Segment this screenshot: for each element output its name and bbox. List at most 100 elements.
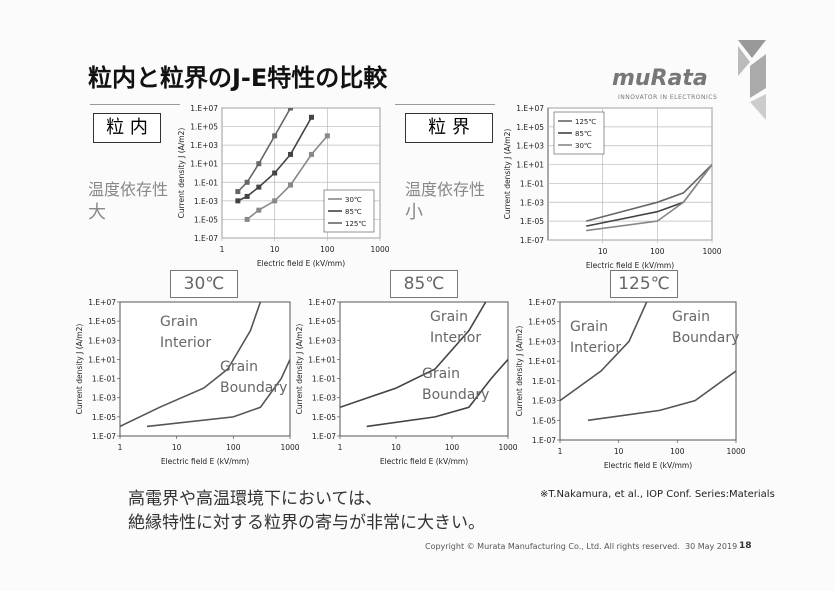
y-tick-label: 1.E-03	[520, 198, 544, 207]
chart-title: 85℃	[390, 270, 458, 298]
series-line	[587, 370, 736, 422]
y-tick-label: 1.E+01	[528, 357, 556, 366]
series-line	[120, 302, 262, 428]
marker	[256, 161, 262, 167]
y-tick-label: 1.E-07	[312, 432, 336, 441]
marker	[288, 108, 294, 111]
x-tick-label: 1000	[726, 447, 745, 456]
y-tick-label: 1.E+05	[88, 317, 116, 326]
y-tick-label: 1.E-01	[194, 178, 218, 187]
y-tick-label: 1.E-03	[532, 397, 556, 406]
y-tick-label: 1.E+01	[308, 355, 336, 364]
y-tick-label: 1.E+05	[190, 123, 218, 132]
x-tick-label: 1000	[498, 443, 517, 452]
y-tick-label: 1.E-05	[194, 215, 218, 224]
x-tick-label: 1	[118, 443, 123, 452]
y-axis-label: Current density J (A/m2)	[503, 129, 512, 220]
legend-label: 30℃	[345, 196, 362, 204]
conclusion: 絶縁特性に対する粒界の寄与が非常に大きい。	[128, 513, 485, 533]
y-tick-label: 1.E-07	[194, 234, 218, 243]
x-tick-label: 100	[445, 443, 460, 452]
series-label: Grain Interior	[430, 309, 482, 346]
marker	[256, 207, 262, 213]
logo: muRata	[612, 66, 708, 91]
y-tick-label: 1.E-03	[312, 394, 336, 403]
dependence-level: 大	[88, 202, 106, 223]
series-label: Grain Boundary	[422, 366, 490, 403]
series-label: Grain Interior	[160, 314, 212, 351]
x-tick-label: 10	[172, 443, 182, 452]
y-tick-label: 1.E-05	[312, 413, 336, 422]
y-tick-label: 1.E-07	[520, 236, 544, 245]
y-axis-label: Current density J (A/m2)	[177, 128, 186, 219]
y-axis-label: Current density J (A/m2)	[295, 324, 304, 415]
page-number: 18	[739, 541, 752, 551]
x-tick-label: 100	[226, 443, 241, 452]
y-tick-label: 1.E-03	[194, 197, 218, 206]
y-tick-label: 1.E+01	[190, 160, 218, 169]
plot-area	[559, 301, 737, 441]
marker	[324, 133, 330, 139]
y-tick-label: 1.E-03	[92, 394, 116, 403]
x-tick-label: 1	[558, 447, 563, 456]
x-tick-label: 1	[338, 443, 343, 452]
y-tick-label: 1.E+05	[308, 317, 336, 326]
marker	[235, 198, 241, 204]
y-tick-label: 1.E+01	[88, 355, 116, 364]
y-tick-label: 1.E+05	[528, 318, 556, 327]
slide-title: 粒内と粒界のJ-E特性の比較	[88, 64, 388, 92]
y-tick-label: 1.E-07	[92, 432, 116, 441]
y-tick-label: 1.E+07	[308, 298, 336, 307]
marker	[256, 184, 262, 190]
series-line	[366, 358, 508, 428]
marker	[308, 151, 314, 157]
marker	[244, 216, 250, 222]
series-line	[585, 164, 712, 222]
x-axis-label: Electric field E (kV/mm)	[161, 457, 249, 466]
marker	[272, 198, 278, 204]
y-tick-label: 1.E-01	[520, 179, 544, 188]
plot-area	[119, 301, 291, 437]
y-tick-label: 1.E+05	[516, 123, 544, 132]
marker	[235, 189, 241, 195]
series-line	[146, 359, 290, 428]
y-tick-label: 1.E-05	[92, 413, 116, 422]
legend-label: 30℃	[575, 142, 592, 150]
rule	[90, 104, 180, 105]
legend-label: 125℃	[345, 220, 366, 228]
legend-label: 85℃	[345, 208, 362, 216]
x-tick-label: 1000	[702, 247, 721, 256]
series-line	[340, 302, 487, 409]
marker	[272, 170, 278, 176]
boundary-box: 粒 界	[405, 113, 493, 143]
plot-area	[339, 301, 509, 437]
marker	[244, 193, 250, 199]
conclusion: 高電界や高温環境下においては、	[128, 489, 383, 509]
x-axis-label: Electric field E (kV/mm)	[586, 261, 674, 270]
y-tick-label: 1.E-05	[520, 217, 544, 226]
y-axis-label: Current density J (A/m2)	[515, 326, 524, 417]
x-tick-label: 100	[650, 247, 665, 256]
chart-title: 30℃	[170, 270, 238, 298]
interior-box: 粒 内	[93, 113, 161, 143]
marker	[272, 133, 278, 139]
marker	[308, 114, 314, 120]
x-tick-label: 10	[391, 443, 401, 452]
y-tick-label: 1.E+07	[88, 298, 116, 307]
dependence-label: 温度依存性	[405, 180, 486, 199]
y-tick-label: 1.E+03	[190, 141, 218, 150]
series-label: Grain Boundary	[672, 309, 740, 346]
x-axis-label: Electric field E (kV/mm)	[257, 259, 345, 268]
series-line	[560, 302, 648, 402]
y-tick-label: 1.E-01	[532, 377, 556, 386]
rule	[395, 104, 495, 105]
legend-label: 85℃	[575, 130, 592, 138]
x-tick-label: 10	[270, 245, 280, 254]
tagline: INNOVATOR IN ELECTRONICS	[618, 94, 718, 101]
dependence-level: 小	[405, 202, 423, 223]
marker	[244, 179, 250, 185]
x-tick-label: 10	[614, 447, 624, 456]
y-tick-label: 1.E+03	[308, 336, 336, 345]
x-tick-label: 1000	[370, 245, 389, 254]
